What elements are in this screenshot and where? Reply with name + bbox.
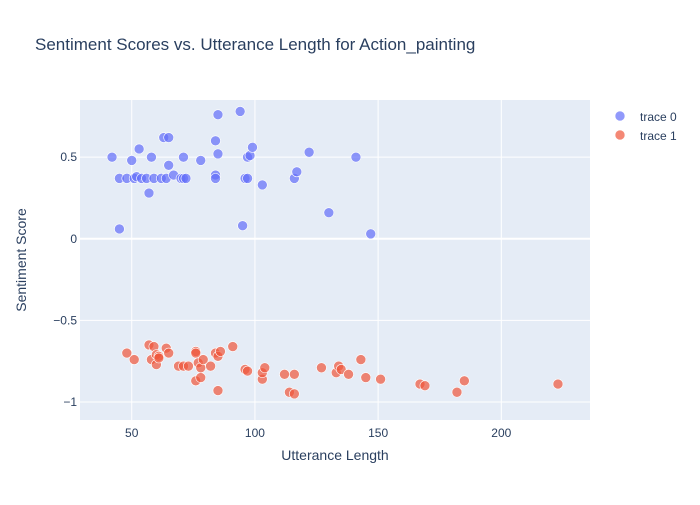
point-trace-1[interactable] xyxy=(197,354,209,365)
y-tick-label: −1 xyxy=(63,395,77,409)
point-trace-0[interactable] xyxy=(163,132,174,143)
point-trace-0[interactable] xyxy=(178,151,189,163)
y-gridlines xyxy=(80,156,590,403)
y-tick-labels: −1 −0.5 0 0.5 xyxy=(53,150,77,409)
point-trace-0[interactable] xyxy=(195,155,207,166)
legend-item-trace-0[interactable]: trace 0 xyxy=(614,110,677,124)
point-trace-1[interactable] xyxy=(128,354,140,365)
point-trace-0[interactable] xyxy=(163,160,174,171)
x-gridlines xyxy=(131,100,502,420)
point-trace-0[interactable] xyxy=(114,223,125,235)
point-trace-1[interactable] xyxy=(289,388,300,400)
point-trace-1[interactable] xyxy=(205,360,216,372)
x-tick-label: 50 xyxy=(125,426,139,440)
point-trace-0[interactable] xyxy=(106,151,118,163)
point-trace-1[interactable] xyxy=(195,372,207,383)
x-tick-label: 100 xyxy=(245,426,265,440)
point-trace-1[interactable] xyxy=(183,360,194,372)
point-trace-1[interactable] xyxy=(335,364,347,375)
point-trace-0[interactable] xyxy=(247,142,258,153)
point-trace-0[interactable] xyxy=(242,173,253,184)
point-trace-1[interactable] xyxy=(227,341,239,352)
point-trace-0[interactable] xyxy=(143,187,155,199)
point-trace-1[interactable] xyxy=(459,375,470,387)
x-tick-label: 150 xyxy=(368,426,388,440)
y-tick-label: 0 xyxy=(70,232,77,246)
point-trace-1[interactable] xyxy=(279,368,290,380)
point-trace-1[interactable] xyxy=(343,368,354,380)
point-trace-1[interactable] xyxy=(355,354,367,365)
point-trace-1[interactable] xyxy=(419,380,431,392)
point-trace-1[interactable] xyxy=(375,373,386,385)
point-trace-0[interactable] xyxy=(210,135,221,147)
point-trace-0[interactable] xyxy=(210,173,221,184)
point-trace-1[interactable] xyxy=(242,365,253,377)
y-tick-label: 0.5 xyxy=(60,150,77,164)
point-trace-1[interactable] xyxy=(289,368,300,380)
y-axis-label: Sentiment Score xyxy=(13,208,29,312)
point-trace-1[interactable] xyxy=(121,347,133,359)
point-trace-0[interactable] xyxy=(257,179,268,191)
chart-title: Sentiment Scores vs. Utterance Length fo… xyxy=(35,35,475,54)
legend[interactable]: trace 0 trace 1 xyxy=(614,110,677,143)
point-trace-1[interactable] xyxy=(212,385,224,396)
legend-label-trace-0: trace 0 xyxy=(640,110,677,124)
point-trace-1[interactable] xyxy=(259,362,271,374)
point-trace-0[interactable] xyxy=(234,106,246,117)
point-trace-1[interactable] xyxy=(451,386,463,398)
point-trace-0[interactable] xyxy=(180,173,192,184)
point-trace-0[interactable] xyxy=(303,146,315,158)
x-axis-label: Utterance Length xyxy=(281,447,388,463)
point-trace-1[interactable] xyxy=(163,347,174,359)
point-trace-0[interactable] xyxy=(212,148,224,160)
point-trace-1[interactable] xyxy=(360,372,372,383)
x-tick-labels: 50 100 150 200 xyxy=(125,426,512,440)
legend-marker-trace-0 xyxy=(614,110,626,122)
point-trace-0[interactable] xyxy=(126,155,138,166)
point-trace-0[interactable] xyxy=(323,207,335,218)
point-trace-0[interactable] xyxy=(212,109,224,120)
point-trace-0[interactable] xyxy=(365,228,377,240)
point-trace-0[interactable] xyxy=(237,220,248,232)
legend-item-trace-1[interactable]: trace 1 xyxy=(614,129,677,143)
point-trace-1[interactable] xyxy=(190,347,202,359)
point-trace-1[interactable] xyxy=(153,352,165,364)
point-trace-1[interactable] xyxy=(552,378,564,390)
data-points xyxy=(106,106,564,400)
point-trace-1[interactable] xyxy=(316,362,327,374)
point-trace-0[interactable] xyxy=(291,166,303,178)
legend-label-trace-1: trace 1 xyxy=(640,129,677,143)
point-trace-1[interactable] xyxy=(215,346,226,357)
legend-marker-trace-1 xyxy=(614,129,626,141)
point-trace-0[interactable] xyxy=(146,151,157,163)
x-tick-label: 200 xyxy=(491,426,511,440)
y-tick-label: −0.5 xyxy=(53,313,77,327)
point-trace-0[interactable] xyxy=(350,151,362,163)
point-trace-0[interactable] xyxy=(133,143,145,155)
